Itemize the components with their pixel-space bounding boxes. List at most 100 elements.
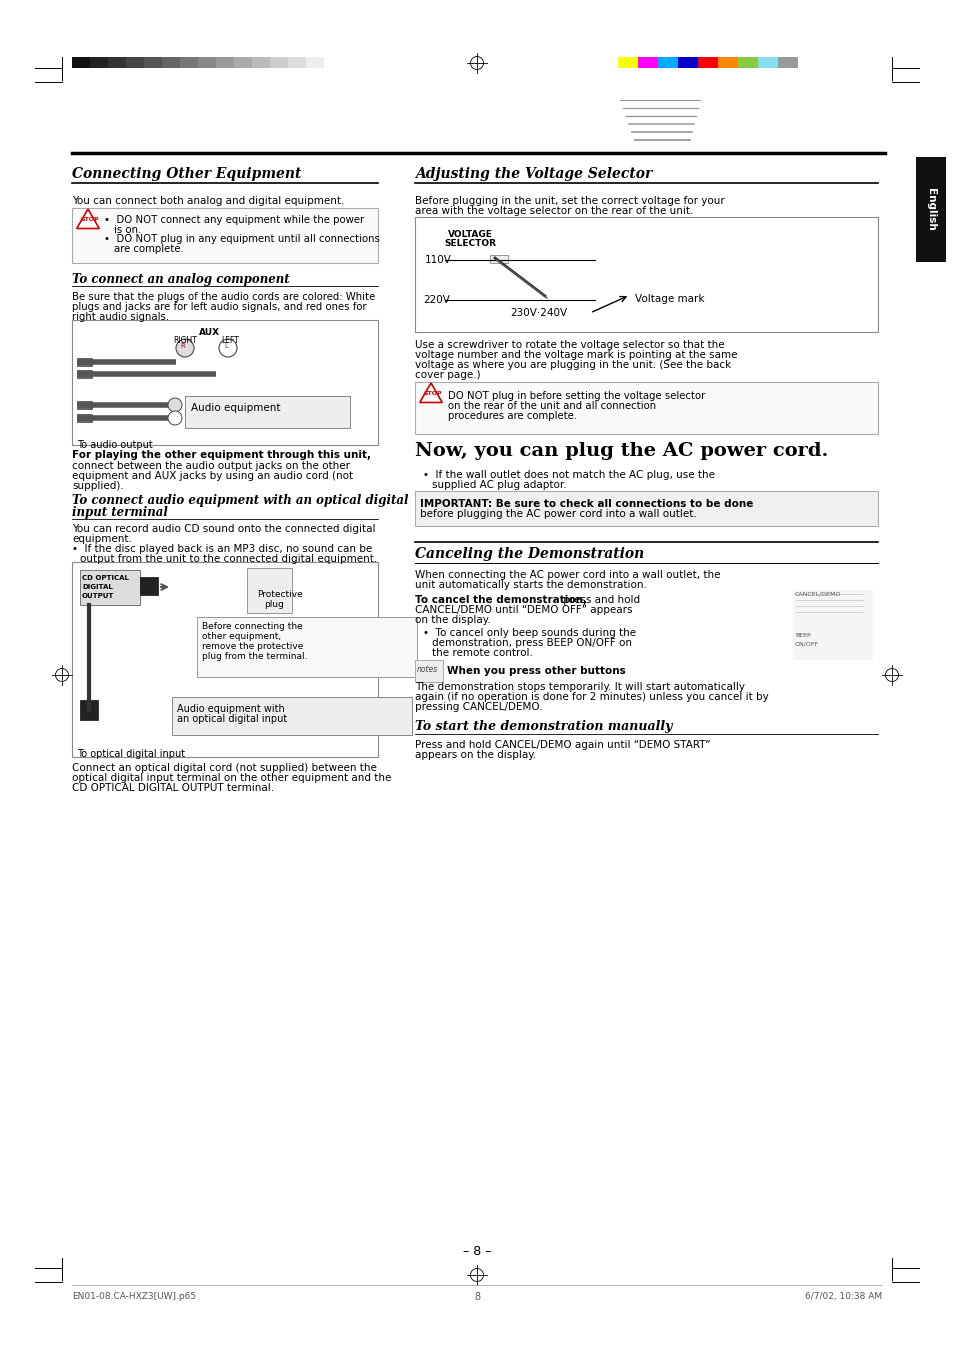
Bar — [144, 57, 162, 68]
Circle shape — [168, 411, 182, 426]
Text: EN01-08.CA-HXZ3[UW].p65: EN01-08.CA-HXZ3[UW].p65 — [71, 1292, 196, 1301]
Text: is on.: is on. — [113, 226, 141, 235]
Text: the remote control.: the remote control. — [432, 648, 533, 658]
Bar — [90, 57, 108, 68]
Text: R: R — [180, 343, 185, 349]
Text: DIGITAL: DIGITAL — [82, 584, 112, 590]
Text: The demonstration stops temporarily. It will start automatically: The demonstration stops temporarily. It … — [415, 682, 744, 692]
Bar — [306, 57, 324, 68]
Text: are complete.: are complete. — [113, 245, 184, 254]
Text: on the display.: on the display. — [415, 615, 490, 626]
Text: SELECTOR: SELECTOR — [443, 239, 496, 249]
Text: before plugging the AC power cord into a wall outlet.: before plugging the AC power cord into a… — [419, 509, 696, 519]
Text: L: L — [224, 343, 228, 349]
Bar — [324, 57, 341, 68]
Bar — [415, 490, 877, 526]
Text: remove the protective: remove the protective — [202, 642, 303, 651]
Text: equipment.: equipment. — [71, 534, 132, 544]
Text: For playing the other equipment through this unit,: For playing the other equipment through … — [71, 450, 371, 459]
Bar — [915, 157, 945, 262]
Text: When connecting the AC power cord into a wall outlet, the: When connecting the AC power cord into a… — [415, 570, 720, 580]
Bar — [792, 630, 872, 661]
Text: supplied).: supplied). — [71, 481, 124, 490]
Text: Connect an optical digital cord (not supplied) between the: Connect an optical digital cord (not sup… — [71, 763, 376, 773]
Circle shape — [175, 339, 193, 357]
Text: To cancel the demonstration,: To cancel the demonstration, — [415, 594, 586, 605]
Text: •  If the disc played back is an MP3 disc, no sound can be: • If the disc played back is an MP3 disc… — [71, 544, 372, 554]
Text: pressing CANCEL/DEMO.: pressing CANCEL/DEMO. — [415, 703, 542, 712]
Bar — [140, 577, 158, 594]
Bar — [415, 218, 877, 332]
Text: Before plugging in the unit, set the correct voltage for your: Before plugging in the unit, set the cor… — [415, 196, 724, 205]
Text: input terminal: input terminal — [71, 507, 168, 519]
Text: STOP: STOP — [423, 390, 442, 396]
Bar — [738, 57, 758, 68]
Bar — [778, 57, 797, 68]
Text: CANCEL/DEMO until “DEMO OFF” appears: CANCEL/DEMO until “DEMO OFF” appears — [415, 605, 632, 615]
Bar — [185, 396, 350, 428]
Text: plug: plug — [264, 600, 284, 609]
Text: You can connect both analog and digital equipment.: You can connect both analog and digital … — [71, 196, 344, 205]
Text: English: English — [925, 188, 935, 231]
Text: ON/OFF: ON/OFF — [794, 640, 819, 646]
Text: Audio equipment with: Audio equipment with — [177, 704, 284, 713]
Text: notes: notes — [416, 665, 437, 674]
Text: on the rear of the unit and all connection: on the rear of the unit and all connecti… — [448, 401, 656, 411]
Bar — [415, 661, 442, 682]
Text: again (if no operation is done for 2 minutes) unless you cancel it by: again (if no operation is done for 2 min… — [415, 692, 768, 703]
Text: LEFT: LEFT — [221, 336, 238, 345]
Text: OUTPUT: OUTPUT — [82, 593, 114, 598]
Text: BEEP: BEEP — [794, 634, 810, 638]
Text: supplied AC plug adaptor.: supplied AC plug adaptor. — [432, 480, 566, 490]
Text: Audio equipment: Audio equipment — [191, 403, 280, 413]
Text: Protective: Protective — [256, 590, 302, 598]
Text: equipment and AUX jacks by using an audio cord (not: equipment and AUX jacks by using an audi… — [71, 471, 353, 481]
Text: STOP: STOP — [81, 218, 99, 222]
Bar — [638, 57, 658, 68]
Bar — [196, 617, 416, 677]
Bar — [618, 57, 638, 68]
Text: To audio output: To audio output — [77, 440, 152, 450]
Text: connect between the audio output jacks on the other: connect between the audio output jacks o… — [71, 461, 350, 471]
Bar — [758, 57, 778, 68]
Text: Adjusting the Voltage Selector: Adjusting the Voltage Selector — [415, 168, 652, 181]
Text: area with the voltage selector on the rear of the unit.: area with the voltage selector on the re… — [415, 205, 693, 216]
Bar — [718, 57, 738, 68]
Text: IMPORTANT: Be sure to check all connections to be done: IMPORTANT: Be sure to check all connecti… — [419, 499, 753, 509]
Text: Now, you can plug the AC power cord.: Now, you can plug the AC power cord. — [415, 442, 827, 459]
Text: voltage as where you are plugging in the unit. (See the back: voltage as where you are plugging in the… — [415, 359, 731, 370]
Text: •  To cancel only beep sounds during the: • To cancel only beep sounds during the — [422, 628, 636, 638]
Bar — [215, 57, 233, 68]
Bar — [233, 57, 252, 68]
Bar — [71, 320, 377, 444]
Bar — [198, 57, 215, 68]
Text: Press and hold CANCEL/DEMO again until “DEMO START”: Press and hold CANCEL/DEMO again until “… — [415, 740, 710, 750]
Text: To connect an analog component: To connect an analog component — [71, 273, 290, 286]
Bar — [792, 590, 872, 640]
Text: right audio signals.: right audio signals. — [71, 312, 169, 322]
Bar — [172, 697, 412, 735]
Bar — [247, 567, 292, 613]
Bar — [77, 358, 91, 366]
Bar — [126, 57, 144, 68]
Bar — [80, 570, 140, 605]
Text: plug from the terminal.: plug from the terminal. — [202, 653, 307, 661]
Bar — [162, 57, 180, 68]
Text: an optical digital input: an optical digital input — [177, 713, 287, 724]
Text: unit automatically starts the demonstration.: unit automatically starts the demonstrat… — [415, 580, 646, 590]
Text: – 8 –: – 8 – — [462, 1246, 491, 1258]
Bar — [71, 208, 377, 263]
Bar — [252, 57, 270, 68]
Text: procedures are complete.: procedures are complete. — [448, 411, 577, 422]
Text: Be sure that the plugs of the audio cords are colored: White: Be sure that the plugs of the audio cord… — [71, 292, 375, 303]
Text: DO NOT plug in before setting the voltage selector: DO NOT plug in before setting the voltag… — [448, 390, 704, 401]
Text: output from the unit to the connected digital equipment.: output from the unit to the connected di… — [80, 554, 376, 563]
Bar — [77, 413, 91, 422]
Bar — [698, 57, 718, 68]
Text: press and hold: press and hold — [559, 594, 639, 605]
Text: Use a screwdriver to rotate the voltage selector so that the: Use a screwdriver to rotate the voltage … — [415, 340, 724, 350]
Text: AUX: AUX — [199, 328, 220, 336]
Bar — [77, 401, 91, 409]
Text: To optical digital input: To optical digital input — [77, 748, 185, 759]
Text: CD OPTICAL DIGITAL OUTPUT terminal.: CD OPTICAL DIGITAL OUTPUT terminal. — [71, 784, 274, 793]
